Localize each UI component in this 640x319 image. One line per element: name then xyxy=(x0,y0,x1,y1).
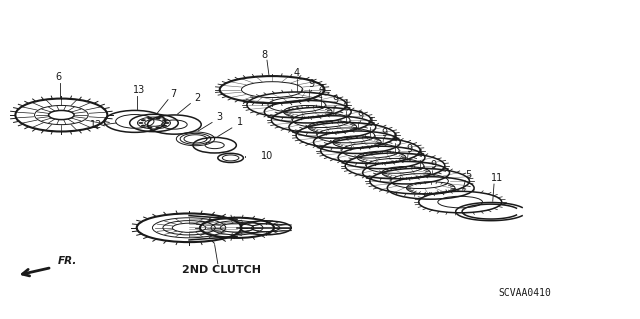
Text: 9: 9 xyxy=(406,144,412,154)
Text: 7: 7 xyxy=(170,89,176,99)
Text: 4: 4 xyxy=(294,68,300,78)
Text: 9: 9 xyxy=(332,95,339,105)
Text: 4: 4 xyxy=(392,133,398,143)
Text: 6: 6 xyxy=(55,72,61,82)
Text: 5: 5 xyxy=(465,170,471,180)
Ellipse shape xyxy=(148,118,152,119)
Ellipse shape xyxy=(156,118,160,119)
Ellipse shape xyxy=(163,125,167,127)
Ellipse shape xyxy=(165,122,170,124)
Text: 2: 2 xyxy=(195,93,200,103)
Text: 3: 3 xyxy=(217,112,223,122)
Text: SCVAA0410: SCVAA0410 xyxy=(498,288,551,298)
Text: 12: 12 xyxy=(90,120,102,130)
Ellipse shape xyxy=(163,119,167,121)
Ellipse shape xyxy=(141,125,145,127)
Text: 8: 8 xyxy=(261,49,268,60)
Ellipse shape xyxy=(148,127,152,128)
Text: 1: 1 xyxy=(237,117,243,127)
Text: 9: 9 xyxy=(357,111,363,122)
Text: 2ND CLUTCH: 2ND CLUTCH xyxy=(182,265,260,275)
Ellipse shape xyxy=(139,122,143,124)
Ellipse shape xyxy=(141,119,145,121)
Text: 10: 10 xyxy=(261,151,273,161)
Ellipse shape xyxy=(156,127,160,128)
Text: FR.: FR. xyxy=(58,256,77,266)
Text: 4: 4 xyxy=(367,117,374,127)
Text: 4: 4 xyxy=(417,149,422,159)
Text: 13: 13 xyxy=(132,85,145,95)
Text: 4: 4 xyxy=(318,84,324,94)
Text: 11: 11 xyxy=(491,174,503,183)
Text: 4: 4 xyxy=(343,100,349,110)
Text: 9: 9 xyxy=(308,79,314,89)
Text: 9: 9 xyxy=(431,160,437,170)
Text: 9: 9 xyxy=(381,128,388,138)
